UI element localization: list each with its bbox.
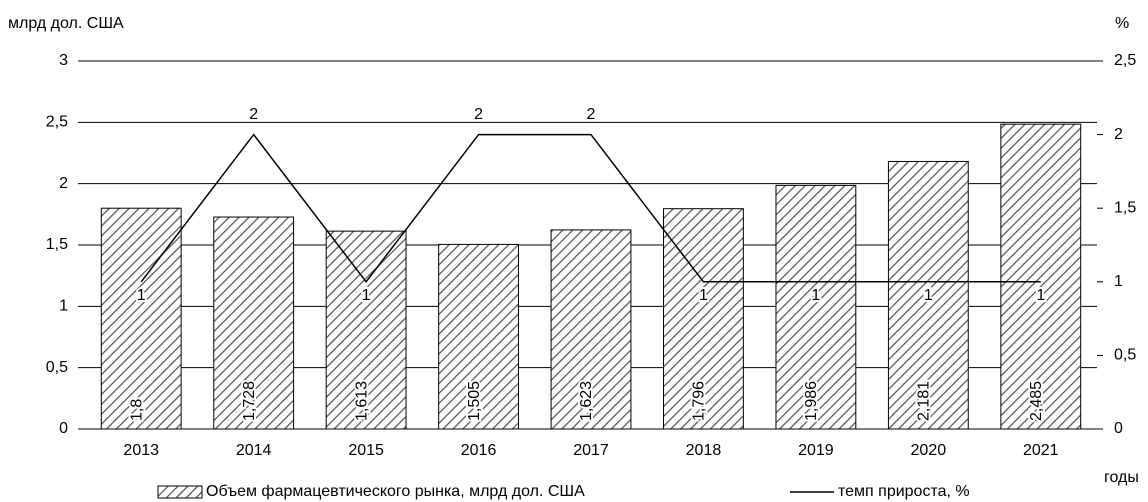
x-tick-label: 2013 [123, 442, 159, 459]
x-tick-label: 2020 [911, 442, 947, 459]
x-tick-label: 2021 [1023, 442, 1059, 459]
x-axis-label: годы [1104, 469, 1139, 486]
legend-label: темп прироста, % [838, 483, 970, 500]
y-tick-label: 0 [59, 420, 68, 437]
line-value-label: 1 [811, 287, 820, 304]
value-label: 1,505 [466, 381, 483, 421]
line [140, 133, 1041, 284]
value-label: 1,728 [241, 381, 258, 421]
line-value-label: 1 [1036, 287, 1045, 304]
y2-tick-label: 0,5 [1114, 347, 1136, 364]
line-value-label: 1 [362, 287, 371, 304]
value-label: 2,485 [1028, 381, 1045, 421]
legend-label: Объем фармацевтического рынка, млрд дол.… [206, 483, 585, 500]
value-label: 1,8 [128, 399, 145, 421]
bar [213, 216, 295, 430]
bar [438, 243, 519, 430]
x-tick-label: 2018 [686, 442, 722, 459]
line-value-label: 2 [249, 106, 258, 123]
line-value-label: 2 [587, 106, 596, 123]
line-value-label: 1 [924, 287, 933, 304]
line-value-label: 1 [137, 287, 146, 304]
bar [887, 160, 969, 430]
y2-tick-label: 2,5 [1114, 52, 1136, 69]
x-tick-label: 2016 [461, 442, 497, 459]
y-axis-label: млрд дол. США [8, 15, 124, 32]
x-tick-label: 2017 [573, 442, 609, 459]
line-value-label: 2 [474, 106, 483, 123]
value-label: 1,613 [353, 381, 370, 421]
bar [663, 208, 744, 430]
y-tick-label: 2 [59, 175, 68, 192]
y-tick-label: 2,5 [46, 114, 68, 131]
bar [325, 230, 407, 430]
value-label: 1,623 [578, 381, 595, 421]
y2-tick-label: 1,5 [1114, 199, 1136, 216]
value-label: 1,986 [803, 381, 820, 421]
y2-tick-label: 2 [1114, 126, 1123, 143]
y2-tick-label: 1 [1114, 273, 1123, 290]
y2-tick-label: 0 [1114, 420, 1123, 437]
legend-swatch [157, 485, 203, 499]
y-tick-label: 1 [59, 298, 68, 315]
value-label: 1,796 [691, 381, 708, 421]
bar [550, 229, 632, 430]
y2-axis-label: % [1115, 15, 1129, 32]
y-tick-label: 3 [59, 52, 68, 69]
y-tick-label: 0,5 [46, 359, 68, 376]
value-label: 2,181 [916, 381, 933, 421]
line-value-label: 1 [699, 287, 708, 304]
x-tick-label: 2015 [348, 442, 384, 459]
y-tick-label: 1,5 [46, 236, 68, 253]
x-tick-label: 2019 [798, 442, 834, 459]
bar [1000, 123, 1082, 430]
bar [775, 184, 857, 430]
bar [100, 207, 182, 430]
x-tick-label: 2014 [236, 442, 272, 459]
